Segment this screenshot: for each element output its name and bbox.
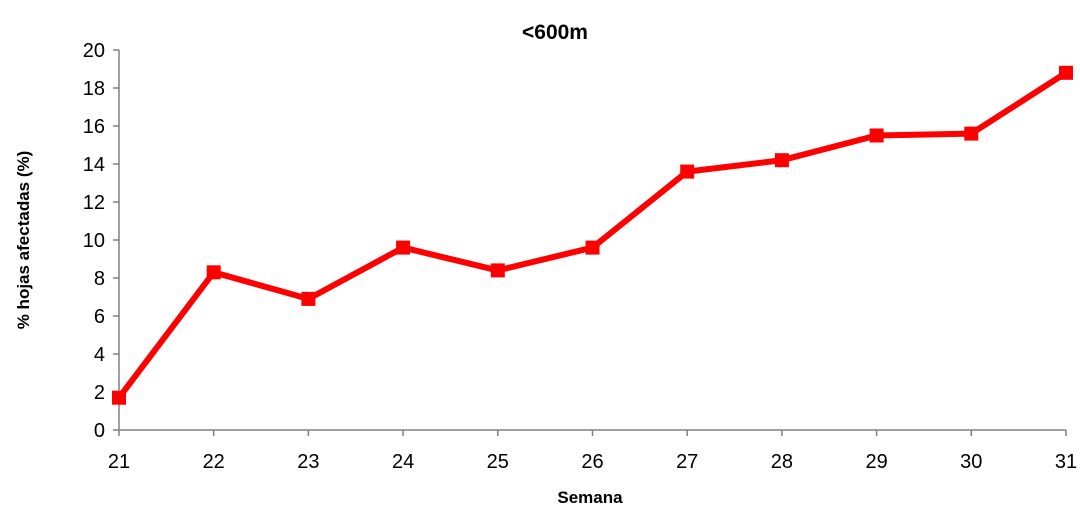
data-point-marker xyxy=(680,164,695,179)
y-tick-label: 16 xyxy=(83,116,105,138)
x-tick-label: 31 xyxy=(1055,451,1077,473)
data-point-marker xyxy=(585,240,600,255)
x-tick-label: 27 xyxy=(676,451,698,473)
data-point-marker xyxy=(490,263,505,278)
y-tick-label: 6 xyxy=(94,306,105,328)
y-tick-label: 2 xyxy=(94,382,105,404)
x-tick-label: 29 xyxy=(865,451,887,473)
x-axis-title: Semana xyxy=(557,488,623,507)
y-axis-title: % hojas afectadas (%) xyxy=(14,151,33,330)
y-tick-label: 12 xyxy=(83,192,105,214)
y-tick-label: 14 xyxy=(83,154,105,176)
x-tick-label: 25 xyxy=(487,451,509,473)
series-layer xyxy=(112,65,1073,405)
y-tick-label: 10 xyxy=(83,230,105,252)
x-tick-label: 28 xyxy=(771,451,793,473)
y-tick-label: 20 xyxy=(83,40,105,62)
series-line xyxy=(116,70,1068,400)
data-point-marker xyxy=(112,390,126,405)
data-point-marker xyxy=(206,265,221,280)
x-tick-label: 26 xyxy=(581,451,603,473)
x-tick-label: 23 xyxy=(297,451,319,473)
x-tick-label: 30 xyxy=(960,451,982,473)
y-tick-label: 0 xyxy=(94,420,105,442)
data-point-marker xyxy=(301,291,316,306)
y-tick-label: 4 xyxy=(94,344,105,366)
y-tick-label: 8 xyxy=(94,268,105,290)
y-tick-label: 18 xyxy=(83,78,105,100)
data-point-marker xyxy=(869,128,884,143)
x-axis-ticks: 21 22 23 24 25 26 27 28 29 30 31 xyxy=(108,430,1077,473)
data-point-marker xyxy=(964,126,979,141)
x-tick-label: 21 xyxy=(108,451,130,473)
x-tick-label: 24 xyxy=(392,451,414,473)
data-point-marker xyxy=(774,153,789,168)
chart-title: <600m xyxy=(522,21,588,44)
x-tick-label: 22 xyxy=(203,451,225,473)
axes xyxy=(118,50,1066,431)
data-point-marker xyxy=(396,240,411,255)
data-point-marker xyxy=(1059,65,1073,80)
y-axis-ticks: 0 2 4 6 8 10 12 14 16 18 20 xyxy=(83,40,119,442)
